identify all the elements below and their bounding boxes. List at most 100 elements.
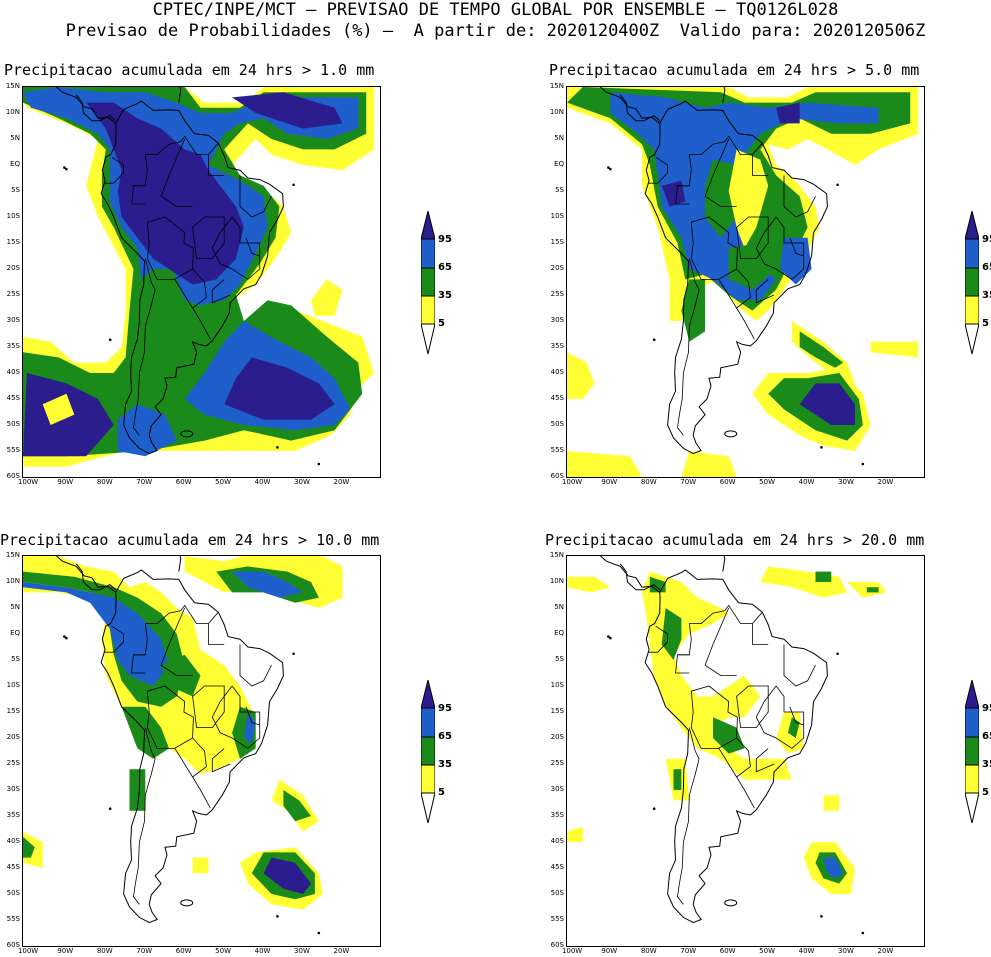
longitude-tick-label: 20W [333, 947, 350, 955]
latitude-tick-label: 50S [6, 420, 20, 428]
island-marker [108, 338, 112, 342]
colorbar-segment [964, 707, 980, 738]
latitude-tick-label: 10N [5, 577, 20, 585]
island-marker [292, 183, 295, 187]
latitude-tick-label: 15N [549, 551, 564, 559]
colorbar-segment [964, 210, 980, 240]
longitude-tick-label: 90W [601, 947, 618, 955]
latitude-tick-label: 45S [550, 394, 564, 402]
country-border [736, 216, 769, 259]
latitude-tick-label: 45S [550, 863, 564, 871]
latitude-tick-label: 5S [555, 186, 564, 194]
country-border [245, 237, 260, 257]
colorbar-segment [420, 736, 436, 766]
probability-contour [776, 102, 800, 124]
south-america-coastline [100, 100, 284, 455]
latitude-tick-label: 35S [6, 811, 20, 819]
probability-contour [673, 769, 682, 790]
country-border [192, 685, 225, 728]
colorbar-legend: 95 65 35 5 [964, 679, 991, 825]
colorbar-label: 5 [438, 318, 445, 329]
latitude-tick-label: 50S [550, 889, 564, 897]
colorbar-svg [964, 679, 980, 824]
latitude-tick-label: 40S [6, 837, 20, 845]
probability-contour [567, 352, 595, 399]
central-america-coastline-north [619, 94, 661, 122]
country-border [192, 307, 211, 340]
longitude-tick-label: 100W [17, 947, 39, 955]
lesser-antilles [722, 87, 726, 103]
island-marker [276, 446, 279, 449]
falkland-islands [724, 899, 738, 907]
latitude-tick-label: 10N [5, 108, 20, 116]
country-border [789, 706, 804, 726]
country-border [211, 216, 261, 280]
longitude-tick-label: 50W [759, 478, 776, 486]
colorbar-label: 35 [982, 759, 991, 770]
island-marker [108, 807, 112, 811]
latitude-tick-label: EQ [10, 160, 20, 168]
probability-contour [760, 566, 848, 598]
colorbar-svg [420, 210, 436, 355]
longitude-tick-label: 60W [175, 947, 192, 955]
country-border [755, 685, 805, 749]
longitude-tick-label: 50W [215, 947, 232, 955]
island-marker [861, 931, 865, 935]
colorbar-segment [420, 792, 436, 824]
central-america-coastline-north [75, 94, 117, 122]
country-border [690, 685, 738, 749]
falkland-islands [180, 430, 194, 438]
latitude-tick-label: 40S [550, 837, 564, 845]
panel-4-title: Precipitacao acumulada em 24 hrs > 20.0 … [545, 531, 925, 549]
island-marker [652, 338, 656, 342]
latitude-tick-label: 50S [550, 420, 564, 428]
probability-contour [311, 279, 343, 316]
island-marker [609, 636, 612, 640]
latitude-tick-label: 5N [554, 134, 564, 142]
latitude-tick-label: 20S [550, 264, 564, 272]
country-border [239, 644, 272, 687]
island-marker [292, 652, 295, 656]
latitude-tick-label: 5S [11, 186, 20, 194]
probability-contour [243, 712, 256, 744]
island-marker [652, 807, 656, 811]
colorbar-segment [964, 736, 980, 766]
probability-contour [681, 451, 737, 477]
country-border [783, 175, 816, 218]
country-border [755, 748, 775, 773]
figure-title-line-2: Previsao de Probabilidades (%) – A parti… [65, 21, 926, 41]
latitude-tick-label: 45S [6, 394, 20, 402]
probability-contour [192, 857, 209, 874]
country-border [160, 607, 193, 676]
country-border [211, 748, 231, 773]
country-border [736, 307, 755, 340]
probability-contour [823, 857, 844, 879]
island-marker [65, 636, 68, 640]
island-marker [63, 635, 66, 638]
latitude-tick-label: 25S [550, 759, 564, 767]
south-america-coastline [644, 569, 828, 924]
latitude-tick-label: 55S [6, 446, 20, 454]
island-marker [820, 915, 823, 918]
colorbar-svg [964, 210, 980, 355]
longitude-tick-label: 30W [838, 478, 854, 486]
latitude-tick-label: 15S [6, 238, 20, 246]
country-border [208, 623, 225, 645]
probability-contour [23, 836, 35, 858]
probability-contour [121, 706, 169, 759]
precip-map-svg [567, 556, 887, 935]
colorbar-segment [964, 267, 980, 297]
island-marker [609, 167, 612, 171]
precip-map-svg [567, 87, 919, 477]
latitude-tick-label: 40S [550, 368, 564, 376]
country-border [133, 727, 156, 905]
probability-contour [232, 92, 343, 129]
country-border [648, 156, 668, 184]
latitude-tick-label: 5S [11, 655, 20, 663]
colorbar-label: 95 [438, 703, 452, 714]
longitude-tick-label: 100W [561, 947, 583, 955]
latitude-tick-label: 55S [6, 915, 20, 923]
colorbar-label: 65 [982, 731, 991, 742]
country-border [736, 685, 769, 728]
probability-contour [799, 383, 855, 425]
